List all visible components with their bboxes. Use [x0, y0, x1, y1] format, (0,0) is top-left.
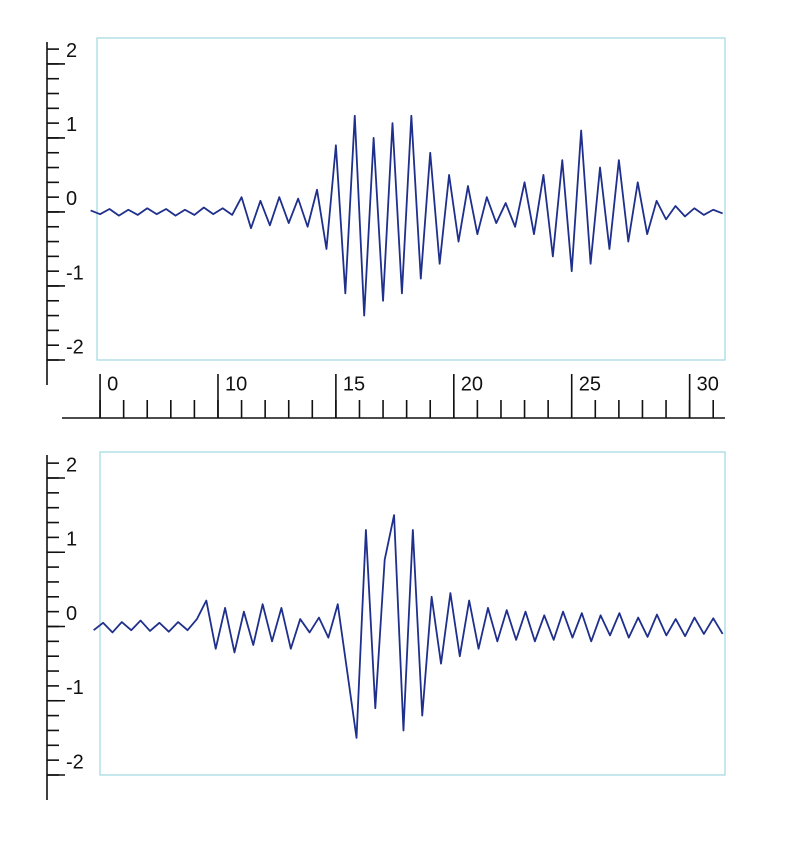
- waveform: [90, 114, 723, 317]
- grid-panel: [96, 37, 726, 361]
- y-tick-label: 2: [66, 40, 77, 62]
- x-tick-label: 25: [579, 373, 601, 395]
- grid-panel: [99, 451, 726, 776]
- y-tick-label: -2: [66, 751, 84, 773]
- y-tick-label: -2: [66, 336, 84, 358]
- y-tick-label: -1: [66, 262, 84, 284]
- x-tick-label: 30: [697, 373, 719, 395]
- waveform: [93, 514, 724, 739]
- y-tick-label: 2: [66, 454, 77, 476]
- x-tick-label: 15: [343, 373, 365, 395]
- y-tick-label: 1: [66, 529, 77, 551]
- y-tick-label: 0: [66, 188, 77, 210]
- y-tick-label: -1: [66, 677, 84, 699]
- y-tick-label: 0: [66, 603, 77, 625]
- x-tick-label: 20: [461, 373, 483, 395]
- x-tick-label: 0: [107, 373, 118, 395]
- y-tick-label: 1: [66, 114, 77, 136]
- x-tick-label: 10: [225, 373, 247, 395]
